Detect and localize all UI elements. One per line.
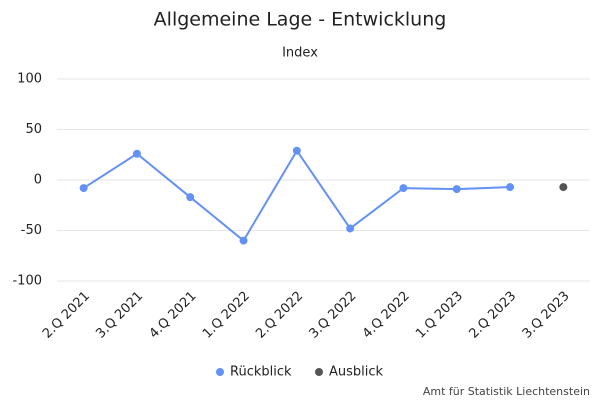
x-tick-label: 2.Q 2021 [40, 289, 93, 342]
chart-title: Allgemeine Lage - Entwicklung [154, 9, 447, 31]
chart-subtitle: Index [282, 46, 318, 61]
legend-label: Ausblick [329, 365, 384, 380]
data-point [452, 185, 461, 194]
data-point [132, 149, 141, 158]
data-point [559, 183, 568, 192]
x-tick-label: 2.Q 2023 [466, 289, 519, 342]
x-tick-label: 3.Q 2022 [307, 289, 360, 342]
x-tick-label: 3.Q 2021 [93, 289, 146, 342]
y-tick-label: 0 [34, 173, 42, 188]
x-tick-label: 2.Q 2022 [253, 289, 306, 342]
data-point [292, 146, 301, 155]
y-tick-label: -50 [21, 223, 42, 238]
legend-marker [315, 368, 323, 376]
x-tick-label: 1.Q 2022 [200, 289, 253, 342]
data-point [79, 184, 88, 193]
x-tick-label: 4.Q 2021 [147, 289, 200, 342]
data-point [346, 224, 355, 233]
y-tick-label: 50 [25, 122, 42, 137]
data-point [186, 193, 195, 202]
series-line [83, 148, 511, 243]
data-point [506, 183, 515, 192]
data-point [239, 236, 248, 245]
y-tick-label: 100 [17, 72, 42, 87]
data-point [399, 184, 408, 193]
legend-label: Rückblick [230, 365, 292, 380]
x-tick-label: 3.Q 2023 [520, 289, 573, 342]
y-tick-label: -100 [12, 274, 42, 289]
legend-marker [216, 368, 224, 376]
x-tick-label: 1.Q 2023 [413, 289, 466, 342]
credit: Amt für Statistik Liechtenstein [423, 385, 590, 398]
x-tick-label: 4.Q 2022 [360, 289, 413, 342]
